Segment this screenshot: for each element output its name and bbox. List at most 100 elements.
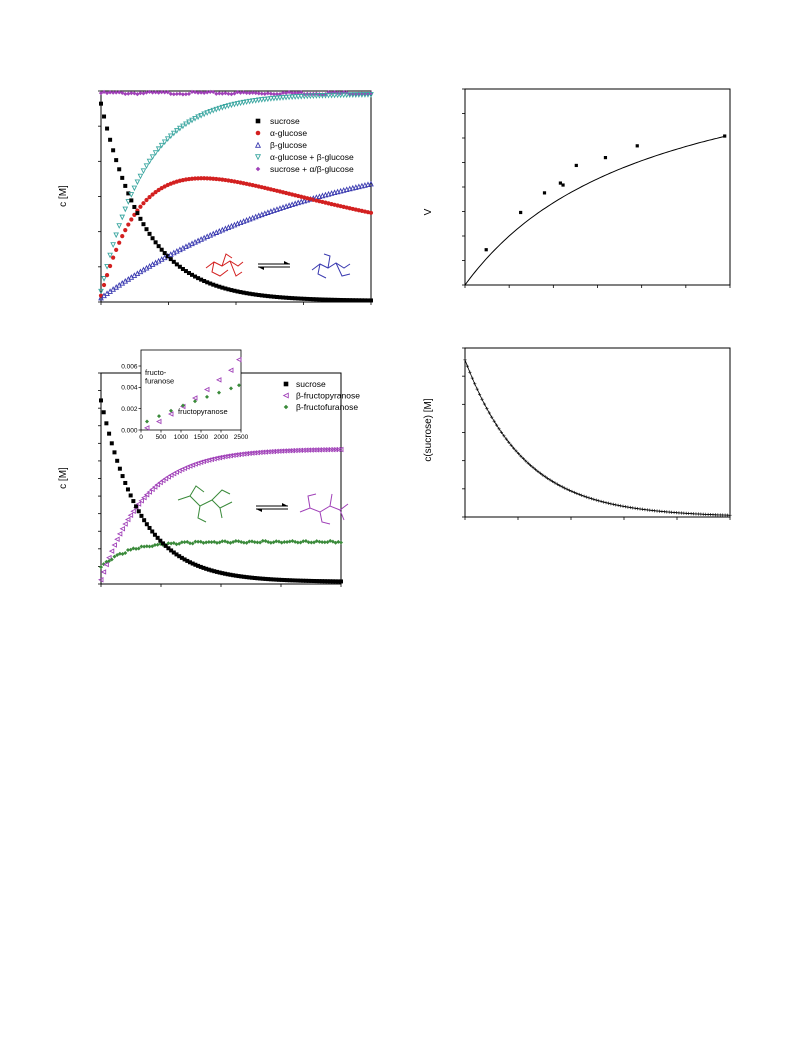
series-point-sucrose — [150, 236, 155, 241]
series-point-sucrose — [99, 101, 103, 106]
series-point-fructofuranose — [258, 540, 263, 545]
series-point-sum — [211, 89, 216, 95]
series-point-sucrose — [205, 280, 210, 285]
series-point-sum — [156, 90, 161, 95]
series-point-beta-glucose — [328, 190, 335, 196]
series-point-beta-glucose — [325, 190, 332, 197]
series-point-sucrose — [223, 286, 228, 291]
data-point — [561, 183, 565, 187]
series-point-sucrose — [323, 297, 328, 302]
series-point-alpha-glucose — [126, 222, 131, 227]
series-point-sucrose — [369, 298, 373, 303]
series-point-alpha-glucose — [368, 210, 374, 215]
series-point-sucrose — [303, 578, 308, 583]
molecule-alpha-glucose — [229, 260, 243, 277]
equilibrium-arrow — [282, 503, 288, 506]
series-point-fructopyranose — [108, 548, 115, 554]
series-point-alpha-plus-beta — [252, 97, 259, 104]
series-point-sum — [250, 90, 255, 95]
series-point-fructopyranose — [294, 447, 301, 454]
series-point-alpha-plus-beta — [356, 92, 362, 98]
series-point-sucrose — [239, 574, 244, 579]
series-point-sucrose — [256, 293, 261, 298]
series-point-alpha-plus-beta — [164, 136, 171, 143]
legend: sucrose α-glucose β-glucose α-glucose + β-g… — [254, 116, 354, 174]
series-point-alpha-plus-beta — [322, 92, 329, 99]
series-point-fructofuranose — [309, 540, 314, 545]
series-point-alpha-plus-beta — [313, 93, 320, 99]
series-point-alpha-plus-beta — [210, 107, 217, 114]
series-point-fructopyranose — [319, 447, 325, 453]
series-point-alpha-plus-beta — [368, 92, 374, 98]
series-point-sum — [286, 89, 292, 95]
series-point-beta-glucose — [356, 183, 362, 190]
inset-point-fructofuranose — [217, 390, 221, 395]
series-point-fructofuranose — [204, 540, 209, 545]
series-point-alpha-glucose — [120, 234, 125, 239]
series-point-fructofuranose — [244, 540, 249, 545]
series-point-alpha-plus-beta — [353, 92, 359, 98]
series-point-alpha-glucose — [101, 282, 107, 288]
series-point-alpha-glucose — [214, 176, 219, 182]
series-point-alpha-glucose — [114, 247, 119, 252]
inset-point-fructopyranose — [155, 418, 162, 425]
series-point-alpha-plus-beta — [222, 104, 229, 110]
series-point-sucrose — [295, 578, 300, 583]
series-point-sucrose — [293, 578, 298, 583]
data-point — [574, 163, 578, 168]
series-point-fructopyranose — [154, 481, 161, 488]
series-point-sucrose — [134, 504, 139, 509]
series-point-alpha-glucose — [199, 176, 204, 181]
molecule-fructofuranose — [189, 485, 205, 497]
series-point-fructofuranose — [128, 547, 133, 552]
series-point-fructofuranose — [233, 539, 238, 544]
series-point-fructopyranose — [332, 446, 339, 453]
series-point-fructopyranose — [138, 498, 144, 504]
series-point-sucrose — [123, 480, 128, 485]
series-point-fructofuranose — [241, 540, 246, 545]
series-point-sum — [365, 91, 371, 96]
chart-alpha-beta-glucose: c [M] sucrose α-glucose β-glucose α-glucose… — [58, 89, 374, 305]
series-point-sucrose — [120, 474, 125, 479]
series-point-sucrose — [250, 292, 255, 297]
series-point-sucrose — [214, 569, 219, 574]
series-point-sum — [192, 90, 198, 95]
series-point-sucrose — [241, 574, 246, 579]
series-point-alpha-glucose — [147, 195, 152, 200]
series-point-alpha-plus-beta — [274, 95, 280, 102]
series-point-alpha-glucose — [153, 190, 158, 195]
series-point-sucrose — [252, 576, 257, 581]
series-point-alpha-plus-beta — [268, 96, 274, 102]
series-point-sucrose — [132, 204, 137, 209]
series-point-sucrose — [305, 296, 310, 301]
series-point-sucrose — [255, 576, 260, 581]
legend-label: sucrose — [296, 379, 326, 389]
series-point-sucrose — [220, 571, 225, 576]
series-point-fructofuranose — [336, 539, 341, 544]
series-point-sucrose — [314, 579, 319, 584]
series-point-sum — [299, 90, 304, 95]
series-point-sucrose — [223, 571, 228, 576]
series-point-fructofuranose — [144, 544, 149, 549]
series-point-fructopyranose — [311, 447, 317, 453]
series-point-fructopyranose — [149, 486, 155, 493]
series-point-beta-glucose — [322, 191, 329, 198]
series-point-alpha-plus-beta — [116, 223, 123, 229]
series-point-sucrose — [182, 557, 187, 562]
series-point-alpha-plus-beta — [98, 288, 104, 295]
series-point-sum — [317, 92, 322, 97]
series-point-sucrose — [201, 565, 206, 570]
series-point-alpha-plus-beta — [183, 121, 189, 128]
series-point-fructopyranose — [273, 448, 279, 455]
series-point-fructopyranose — [327, 446, 333, 453]
series-point-alpha-plus-beta — [240, 99, 247, 106]
series-point-alpha-glucose — [202, 176, 207, 181]
series-point-sucrose — [274, 577, 279, 582]
series-point-sucrose — [177, 264, 182, 269]
series-point-sucrose — [174, 262, 179, 267]
series-point-sucrose — [284, 295, 289, 300]
series-point-sum — [208, 89, 213, 94]
series-point-sucrose — [268, 577, 273, 582]
series-point-sucrose — [111, 148, 116, 153]
series-point-sucrose — [312, 579, 317, 584]
